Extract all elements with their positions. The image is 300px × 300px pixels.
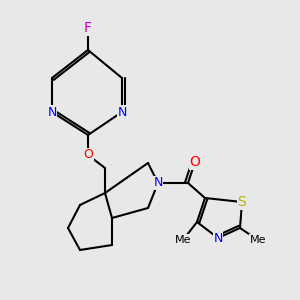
Text: F: F [84,21,92,35]
Text: N: N [153,176,163,190]
Text: Me: Me [175,235,191,245]
Text: S: S [238,195,246,209]
Text: N: N [47,106,57,118]
Text: Me: Me [250,235,266,245]
Text: O: O [83,148,93,161]
Text: O: O [190,155,200,169]
Text: N: N [117,106,127,118]
Text: N: N [213,232,223,244]
